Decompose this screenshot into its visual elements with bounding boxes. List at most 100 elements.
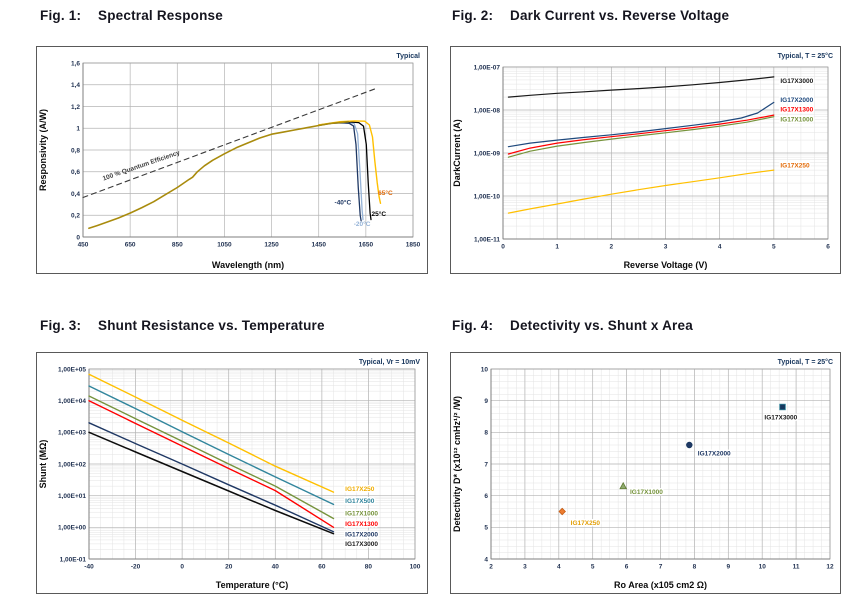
y-tick-label: 7 bbox=[484, 461, 488, 468]
x-tick-label: 1450 bbox=[311, 242, 326, 249]
chart-note: Typical, T = 25°C bbox=[778, 52, 833, 60]
x-tick-label: 3 bbox=[664, 244, 668, 251]
annotation--20-c: -20°C bbox=[354, 220, 371, 228]
y-tick-label: 1,4 bbox=[71, 82, 80, 89]
dark-current-chart: 0 1 2 3 4 5 6 1,00E-11 1,00E-10 1,00E-09 1,00E-08 1… bbox=[452, 52, 833, 270]
marker-IG17X1000 bbox=[619, 481, 628, 490]
x-tick-label: 1650 bbox=[359, 242, 374, 249]
y-tick-label: 1,00E+02 bbox=[58, 461, 86, 468]
x-tick-label: 2 bbox=[489, 564, 493, 571]
y-tick-label: 1,00E+04 bbox=[58, 398, 86, 405]
detectivity-chart: 2 3 4 5 6 7 8 9 10 11 12 4 5 6 7 8 9 10 Ro Area (x105 cm2 … bbox=[452, 358, 834, 590]
y-tick-label: 1,00E-07 bbox=[474, 64, 501, 71]
y-tick-label: 0 bbox=[76, 234, 80, 241]
series-IG17X250 bbox=[507, 169, 775, 214]
annotation-ig17x250: IG17X250 bbox=[780, 163, 810, 170]
y-tick-label: 9 bbox=[484, 398, 488, 405]
x-tick-label: 60 bbox=[318, 564, 326, 571]
grid-layer bbox=[82, 62, 414, 238]
y-tick-label: 1,00E+00 bbox=[58, 525, 86, 532]
figure-1-caption-title: Spectral Response bbox=[98, 8, 223, 23]
x-tick-label: 650 bbox=[125, 242, 136, 249]
series-IG17X250 bbox=[88, 373, 335, 493]
series-IG17X1000 bbox=[88, 395, 335, 520]
spectral-response-chart: 450 650 850 1050 1250 1450 1650 1850 0 0,2 0,4 0,6 0… bbox=[38, 53, 421, 270]
figure-4-chart-box: 2 3 4 5 6 7 8 9 10 11 12 4 5 6 7 8 9 10 Ro Area (x105 cm2 … bbox=[450, 352, 841, 594]
x-tick-label: 8 bbox=[693, 564, 697, 571]
shunt-resistance-chart: -40 -20 0 20 40 60 80 100 1,00E-01 1,00E+00 1,00E+… bbox=[38, 359, 421, 590]
x-axis-title: Wavelength (nm) bbox=[212, 260, 284, 270]
y-tick-label: 6 bbox=[484, 493, 488, 500]
figure-4-caption-title: Detectivity vs. Shunt x Area bbox=[510, 318, 693, 333]
series-IG17X2000 bbox=[88, 422, 335, 533]
x-tick-label: 5 bbox=[591, 564, 595, 571]
x-axis-title: Temperature (°C) bbox=[216, 580, 288, 590]
series-65C bbox=[318, 120, 382, 205]
series-IG17X2000 bbox=[507, 101, 775, 148]
annotation-ig17x3000: IG17X3000 bbox=[780, 78, 813, 85]
y-tick-label: 1,00E-11 bbox=[474, 236, 500, 243]
annotation-ig17x250: IG17X250 bbox=[345, 486, 375, 493]
y-tick-label: 0,8 bbox=[71, 147, 80, 154]
marker-IG17X250 bbox=[558, 507, 566, 516]
figure-3-caption: Fig. 3: Shunt Resistance vs. Temperature bbox=[40, 318, 325, 333]
marker-IG17X2000 bbox=[686, 441, 693, 449]
figure-4-caption: Fig. 4: Detectivity vs. Shunt x Area bbox=[452, 318, 693, 333]
annotation-ig17x3000: IG17X3000 bbox=[764, 415, 797, 422]
x-tick-label: 0 bbox=[501, 244, 505, 251]
x-tick-label: 40 bbox=[272, 564, 280, 571]
y-axis-title: Shunt (MΩ) bbox=[38, 440, 48, 489]
y-axis-title: Detectivity D* (x10¹² cmHz¹/² /W) bbox=[452, 396, 462, 532]
annotation-ig17x1300: IG17X1300 bbox=[780, 106, 813, 113]
y-tick-label: 0,4 bbox=[71, 191, 80, 198]
figure-2-caption: Fig. 2: Dark Current vs. Reverse Voltage bbox=[452, 8, 729, 23]
annotation-ig17x1000: IG17X1000 bbox=[780, 117, 813, 124]
y-tick-label: 1,00E-09 bbox=[474, 150, 501, 157]
x-tick-label: 20 bbox=[225, 564, 233, 571]
annotation-25-c: 25°C bbox=[372, 210, 387, 218]
annotation-ig17x3000: IG17X3000 bbox=[345, 541, 378, 548]
grid-layer bbox=[502, 66, 829, 240]
y-tick-label: 5 bbox=[484, 525, 488, 532]
series-IG17X3000 bbox=[507, 76, 775, 98]
y-tick-label: 1 bbox=[76, 126, 80, 133]
x-tick-label: 100 bbox=[410, 564, 421, 571]
x-axis-title: Reverse Voltage (V) bbox=[624, 260, 708, 270]
series-100pct-quantum-efficiency bbox=[82, 87, 379, 199]
series-IG17X1000 bbox=[507, 116, 775, 158]
x-tick-label: 80 bbox=[365, 564, 373, 571]
annotation--40-c: -40°C bbox=[335, 198, 352, 206]
series-responsivity bbox=[88, 120, 350, 230]
x-tick-label: 0 bbox=[180, 564, 184, 571]
x-tick-label: 1250 bbox=[264, 242, 279, 249]
y-tick-label: 1,00E-08 bbox=[474, 107, 501, 114]
annotation-ig17x1000: IG17X1000 bbox=[345, 510, 378, 517]
x-tick-label: 1050 bbox=[217, 242, 232, 249]
x-tick-label: 12 bbox=[826, 564, 834, 571]
figure-3-caption-label: Fig. 3: bbox=[40, 318, 82, 333]
x-tick-label: 1 bbox=[555, 244, 559, 251]
y-tick-label: 1,00E+01 bbox=[58, 493, 86, 500]
x-tick-label: 5 bbox=[772, 244, 776, 251]
x-tick-label: 850 bbox=[172, 242, 183, 249]
series-IG17X3000 bbox=[88, 431, 335, 535]
chart-note: Typical bbox=[396, 53, 420, 60]
series-IG17X1300 bbox=[88, 400, 335, 529]
x-tick-label: -20 bbox=[131, 564, 141, 571]
y-tick-label: 4 bbox=[484, 556, 488, 563]
series-IG17X500 bbox=[88, 385, 335, 506]
x-tick-label: 6 bbox=[625, 564, 629, 571]
figure-1-chart-box: 450 650 850 1050 1250 1450 1650 1850 0 0,2 0,4 0,6 0… bbox=[36, 46, 428, 274]
annotation-ig17x2000: IG17X2000 bbox=[698, 450, 731, 457]
x-tick-label: 2 bbox=[610, 244, 614, 251]
y-tick-label: 0,2 bbox=[71, 213, 80, 220]
x-tick-label: 450 bbox=[78, 242, 89, 249]
annotation-ig17x2000: IG17X2000 bbox=[780, 97, 813, 104]
grid-layer bbox=[88, 368, 416, 560]
annotation-ig17x1000: IG17X1000 bbox=[630, 489, 663, 496]
y-tick-label: 1,00E+05 bbox=[58, 366, 86, 373]
figure-1-caption-label: Fig. 1: bbox=[40, 8, 82, 23]
figure-3-caption-title: Shunt Resistance vs. Temperature bbox=[98, 318, 325, 333]
figure-2-caption-label: Fig. 2: bbox=[452, 8, 494, 23]
